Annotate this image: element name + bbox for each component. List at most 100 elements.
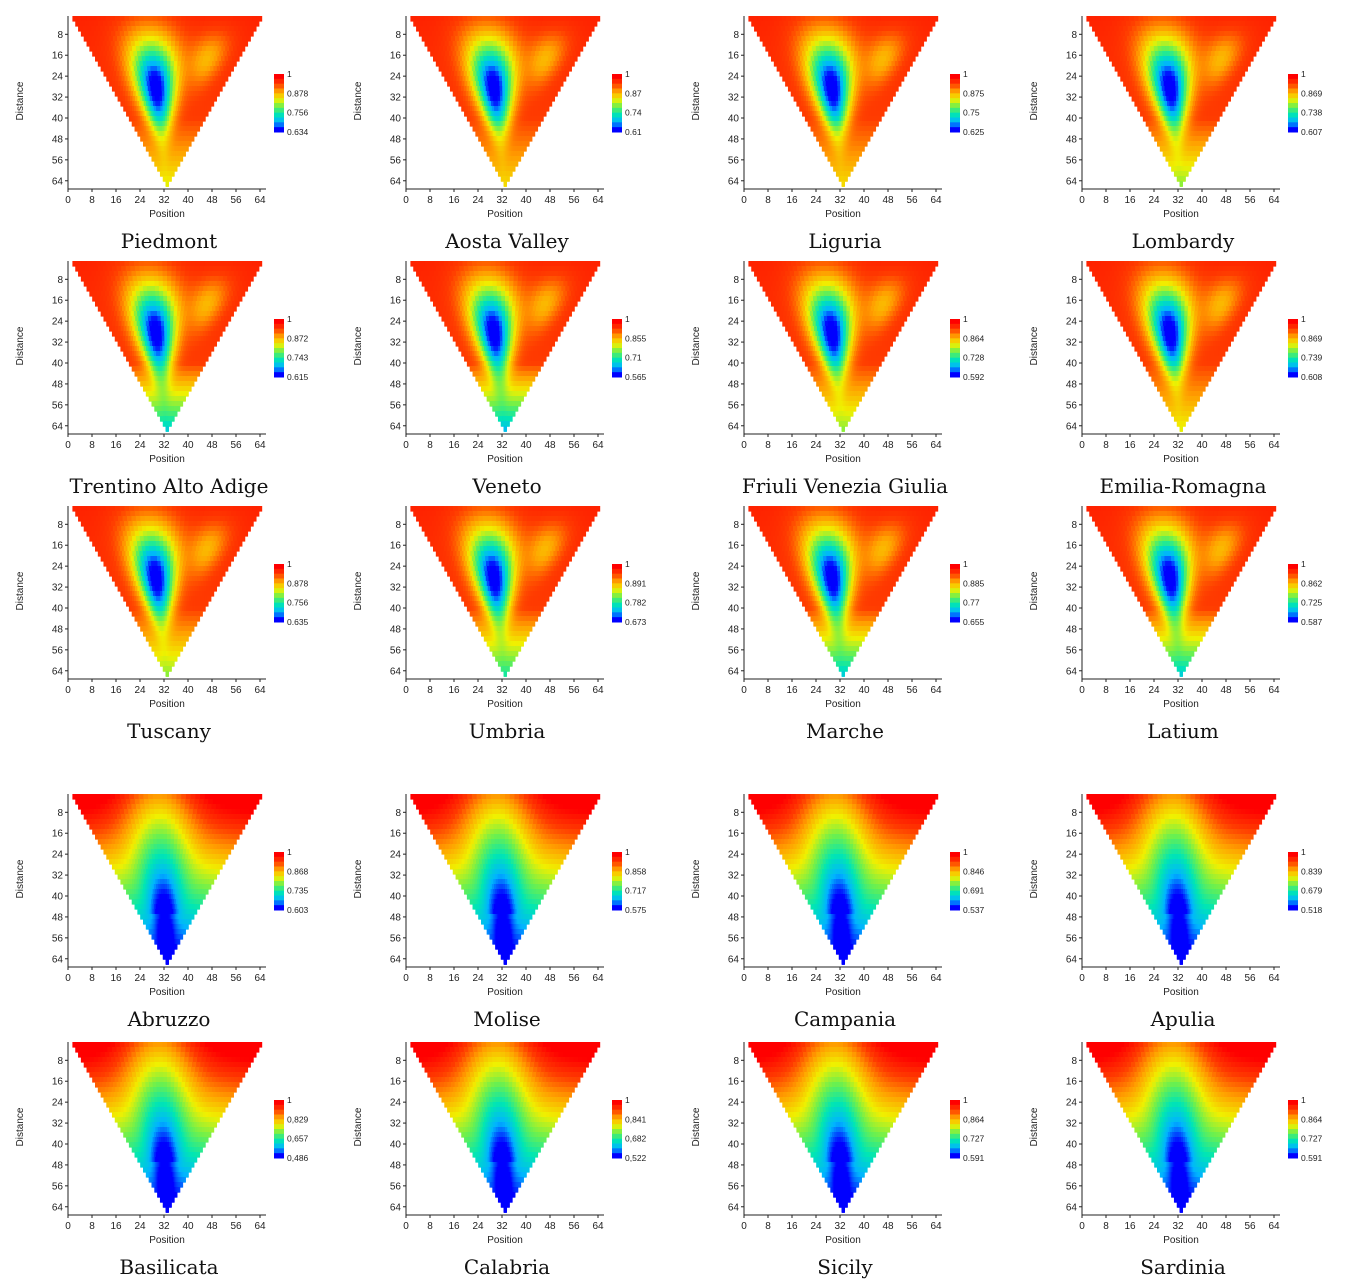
heat-cell [104, 36, 110, 42]
heat-cell [498, 76, 503, 82]
heat-cell [458, 46, 463, 52]
heat-cell [559, 76, 564, 82]
heat-cell [482, 71, 487, 77]
heat-cell [173, 126, 176, 132]
heat-cell [167, 106, 170, 112]
heat-cell [429, 26, 435, 32]
x-tick-label: 32 [496, 195, 508, 206]
heat-cell [851, 161, 854, 167]
heat-cell [144, 21, 150, 27]
heat-cell [1216, 86, 1221, 92]
heat-cell [841, 116, 844, 122]
heat-cell [169, 86, 174, 92]
heat-cell [1172, 86, 1177, 92]
heat-cell [178, 151, 181, 157]
heat-cell [89, 21, 95, 27]
heat-cell [484, 41, 490, 47]
heat-cell [838, 111, 842, 117]
heat-cell [222, 61, 227, 67]
heat-cell [1150, 86, 1155, 92]
heat-cell [519, 111, 522, 117]
heat-cell [1130, 46, 1136, 52]
heat-cell [189, 121, 193, 127]
heat-cell [861, 136, 864, 142]
heat-cell [1225, 86, 1229, 92]
heat-cell [447, 71, 452, 77]
heat-cell [829, 101, 832, 107]
heat-cell [867, 76, 871, 82]
heat-cell [812, 86, 817, 92]
heat-cell [1119, 16, 1125, 22]
heat-cell [470, 111, 473, 117]
heat-cell [147, 66, 152, 72]
heat-cell [854, 116, 857, 122]
heat-cell [473, 26, 479, 32]
heat-cell [99, 51, 104, 57]
heat-cell [544, 101, 548, 107]
heat-cell [550, 36, 556, 42]
heat-cell [542, 106, 545, 112]
heat-cell [880, 51, 885, 57]
heat-cell [843, 61, 848, 67]
heat-cell [1181, 51, 1186, 57]
heat-cell [786, 16, 792, 22]
heat-cell [169, 131, 173, 137]
heat-cell [515, 156, 518, 162]
heat-cell [1130, 21, 1136, 27]
heat-cell [505, 136, 507, 142]
heat-cell [542, 101, 546, 107]
heat-cell [228, 56, 233, 62]
heat-cell [544, 76, 549, 82]
y-tick-label: 64 [728, 176, 740, 187]
heat-cell [867, 121, 871, 127]
heat-cell [1171, 71, 1176, 77]
heat-cell [498, 156, 500, 162]
heat-cell [194, 76, 198, 82]
heat-cell [1181, 26, 1187, 32]
heat-cell [502, 91, 506, 97]
heat-cell [1247, 36, 1253, 42]
heat-cell [204, 36, 210, 42]
heat-cell [1158, 96, 1162, 102]
y-tick-label: 16 [390, 51, 402, 62]
heat-cell [828, 131, 831, 137]
heat-cell [534, 126, 537, 132]
heat-cell [861, 146, 863, 152]
heat-cell [774, 31, 780, 37]
heat-cell [896, 26, 902, 32]
heat-cell [162, 151, 164, 157]
heat-cell [159, 156, 161, 162]
heat-cell [832, 111, 836, 117]
heat-cell [1204, 46, 1209, 52]
heat-cell [151, 116, 155, 122]
heat-cell [1123, 26, 1129, 32]
heat-cell [495, 146, 498, 152]
heat-cell [1125, 21, 1132, 27]
heat-cell [826, 36, 832, 42]
heat-cell [551, 56, 556, 62]
heat-cell [466, 86, 470, 92]
heat-cell [103, 71, 108, 77]
heat-cell [506, 151, 509, 157]
heat-cell [478, 51, 484, 57]
heat-cell [238, 26, 244, 32]
heat-cell [198, 71, 203, 77]
heat-cell [186, 121, 189, 127]
heat-cell [802, 26, 809, 32]
heat-cell [490, 126, 493, 132]
heat-cell [198, 61, 203, 67]
heat-cell [173, 161, 175, 167]
heat-cell [201, 116, 204, 122]
heat-cell [851, 111, 854, 117]
heat-cell [855, 31, 861, 37]
heat-cell [195, 116, 199, 122]
heat-cell [776, 66, 781, 72]
heat-cell [142, 36, 147, 42]
heat-cell [506, 131, 509, 137]
heat-cell [505, 126, 508, 132]
heat-cell [451, 26, 457, 32]
heat-cell [849, 156, 851, 162]
heat-cell [212, 21, 219, 27]
heat-cell [821, 126, 825, 132]
heat-cell [183, 136, 186, 142]
